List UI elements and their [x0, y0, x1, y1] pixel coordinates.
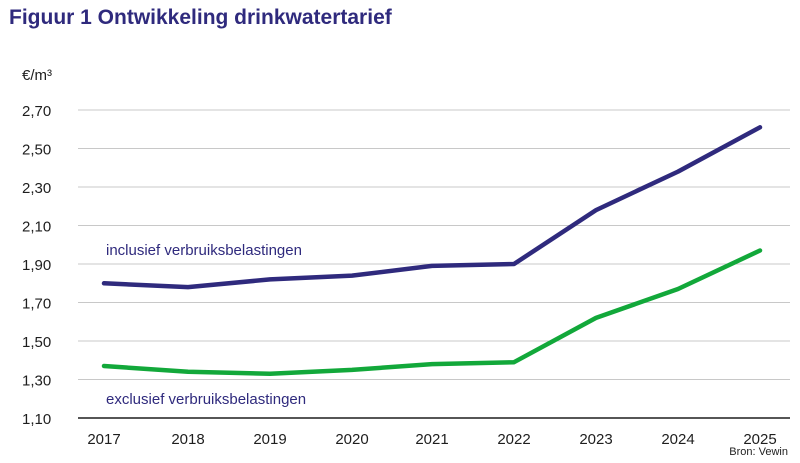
x-tick-label: 2019: [253, 431, 286, 448]
source-label: Bron: Vewin: [729, 446, 788, 458]
y-tick-label: 1,10: [22, 411, 51, 428]
x-tick-label: 2017: [87, 431, 120, 448]
chart-title: Figuur 1 Ontwikkeling drinkwatertarief: [9, 6, 392, 29]
y-tick-label: 2,10: [22, 219, 51, 236]
y-tick-label: 2,30: [22, 180, 51, 197]
x-tick-label: 2023: [579, 431, 612, 448]
y-tick-label: 1,50: [22, 334, 51, 351]
x-tick-label: 2021: [415, 431, 448, 448]
y-tick-label: 1,90: [22, 257, 51, 274]
series-line-excl: [101, 248, 763, 376]
x-tick-label: 2020: [335, 431, 368, 448]
y-tick-label: 1,70: [22, 296, 51, 313]
x-tick-label: 2024: [661, 431, 694, 448]
series-label-excl: exclusief verbruiksbelastingen: [106, 391, 306, 408]
series-label-incl: inclusief verbruiksbelastingen: [106, 242, 302, 259]
series-line-incl: [101, 125, 763, 290]
y-tick-label: 2,70: [22, 103, 51, 120]
y-tick-label: 1,30: [22, 373, 51, 390]
x-tick-label: 2018: [171, 431, 204, 448]
y-axis-label: €/m³: [22, 67, 52, 84]
x-tick-label: 2022: [497, 431, 530, 448]
x-tick-label: 2025: [743, 431, 776, 448]
y-tick-label: 2,50: [22, 142, 51, 159]
